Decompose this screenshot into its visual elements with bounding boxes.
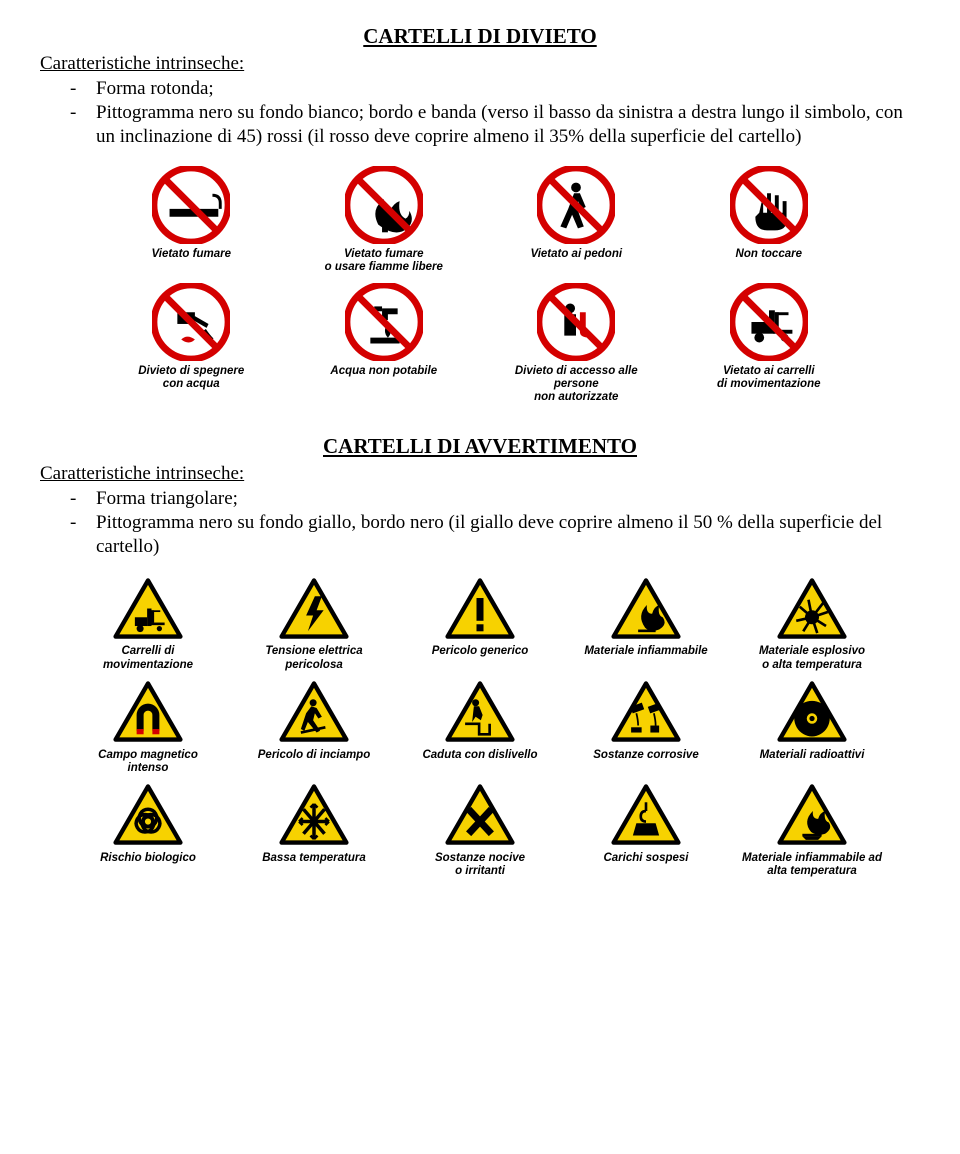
prohibition-sign-icon xyxy=(345,283,423,361)
prohibition-label: Vietato fumareo usare fiamme libere xyxy=(325,248,443,274)
warning-cell: Rischio biologico xyxy=(100,783,196,878)
prohibition-grid: Vietato fumare Vietato fumareo usare fia… xyxy=(100,166,860,404)
warning-sign-icon xyxy=(112,783,184,848)
warning-cell: Tensione elettricapericolosa xyxy=(265,577,362,672)
warning-label: Carrelli dimovimentazione xyxy=(103,645,193,671)
warning-label: Materiali radioattivi xyxy=(760,749,865,762)
warning-label: Sostanze nociveo irritanti xyxy=(435,852,525,878)
warning-sign-icon xyxy=(444,577,516,642)
prohibition-sign-icon xyxy=(730,283,808,361)
section1-bullets: Forma rotonda; Pittogramma nero su fondo… xyxy=(40,77,920,148)
warning-cell: Materiale esplosivoo alta temperatura xyxy=(759,577,865,672)
prohibition-sign-icon xyxy=(152,283,230,361)
warning-cell: Carichi sospesi xyxy=(603,783,688,878)
prohibition-sign-icon xyxy=(730,166,808,244)
warning-label: Materiale infiammabile adalta temperatur… xyxy=(742,852,882,878)
bullet: Forma rotonda; xyxy=(96,77,920,101)
warning-sign-icon xyxy=(112,680,184,745)
warning-cell: Pericolo generico xyxy=(432,577,529,672)
prohibition-cell: Divieto di accesso alle personenon autor… xyxy=(491,283,661,405)
warning-sign-icon xyxy=(776,783,848,848)
warning-label: Materiale esplosivoo alta temperatura xyxy=(759,645,865,671)
section1-title: CARTELLI DI DIVIETO xyxy=(40,24,920,49)
warning-sign-icon xyxy=(278,577,350,642)
section2-char-heading: Caratteristiche intrinseche: xyxy=(40,463,920,485)
prohibition-label: Divieto di spegnerecon acqua xyxy=(138,365,244,391)
warning-sign-icon xyxy=(776,680,848,745)
prohibition-label: Divieto di accesso alle personenon autor… xyxy=(491,365,661,405)
bullet: Forma triangolare; xyxy=(96,487,920,511)
prohibition-label: Vietato ai pedoni xyxy=(530,248,622,261)
warning-sign-icon xyxy=(278,783,350,848)
warning-label: Caduta con dislivello xyxy=(422,749,537,762)
prohibition-label: Non toccare xyxy=(736,248,802,261)
bullet: Pittogramma nero su fondo giallo, bordo … xyxy=(96,511,920,559)
warning-label: Materiale infiammabile xyxy=(584,645,707,658)
warning-cell: Materiale infiammabile xyxy=(584,577,707,672)
warning-cell: Sostanze corrosive xyxy=(593,680,698,775)
warning-sign-icon xyxy=(112,577,184,642)
bullet: Pittogramma nero su fondo bianco; bordo … xyxy=(96,101,920,149)
warning-label: Campo magneticointenso xyxy=(98,749,198,775)
warning-cell: Bassa temperatura xyxy=(262,783,366,878)
warning-cell: Campo magneticointenso xyxy=(98,680,198,775)
prohibition-cell: Divieto di spegnerecon acqua xyxy=(138,283,244,405)
warning-sign-icon xyxy=(610,577,682,642)
prohibition-cell: Vietato fumare xyxy=(152,166,231,274)
prohibition-cell: Non toccare xyxy=(730,166,808,274)
section1-char-heading: Caratteristiche intrinseche: xyxy=(40,53,920,75)
prohibition-sign-icon xyxy=(345,166,423,244)
warning-sign-icon xyxy=(444,783,516,848)
section2-bullets: Forma triangolare; Pittogramma nero su f… xyxy=(40,487,920,558)
warning-cell: Sostanze nociveo irritanti xyxy=(435,783,525,878)
warning-cell: Caduta con dislivello xyxy=(422,680,537,775)
warning-label: Carichi sospesi xyxy=(603,852,688,865)
warning-label: Tensione elettricapericolosa xyxy=(265,645,362,671)
prohibition-sign-icon xyxy=(152,166,230,244)
section2-title: CARTELLI DI AVVERTIMENTO xyxy=(40,434,920,459)
warning-cell: Materiale infiammabile adalta temperatur… xyxy=(742,783,882,878)
prohibition-sign-icon xyxy=(537,166,615,244)
warning-cell: Materiali radioattivi xyxy=(760,680,865,775)
warning-sign-icon xyxy=(444,680,516,745)
prohibition-label: Vietato fumare xyxy=(152,248,231,261)
warning-label: Pericolo di inciampo xyxy=(258,749,370,762)
warning-sign-icon xyxy=(278,680,350,745)
warning-cell: Pericolo di inciampo xyxy=(258,680,370,775)
warning-sign-icon xyxy=(776,577,848,642)
warning-sign-icon xyxy=(610,680,682,745)
prohibition-cell: Acqua non potabile xyxy=(330,283,437,405)
prohibition-sign-icon xyxy=(537,283,615,361)
warning-label: Sostanze corrosive xyxy=(593,749,698,762)
warning-cell: Carrelli dimovimentazione xyxy=(103,577,193,672)
warning-label: Rischio biologico xyxy=(100,852,196,865)
prohibition-cell: Vietato fumareo usare fiamme libere xyxy=(325,166,443,274)
prohibition-cell: Vietato ai pedoni xyxy=(530,166,622,274)
prohibition-label: Acqua non potabile xyxy=(330,365,437,378)
warning-label: Bassa temperatura xyxy=(262,852,366,865)
warning-grid: Carrelli dimovimentazione Tensione elett… xyxy=(70,577,890,879)
warning-sign-icon xyxy=(610,783,682,848)
warning-label: Pericolo generico xyxy=(432,645,529,658)
prohibition-cell: Vietato ai carrellidi movimentazione xyxy=(717,283,821,405)
prohibition-label: Vietato ai carrellidi movimentazione xyxy=(717,365,821,391)
